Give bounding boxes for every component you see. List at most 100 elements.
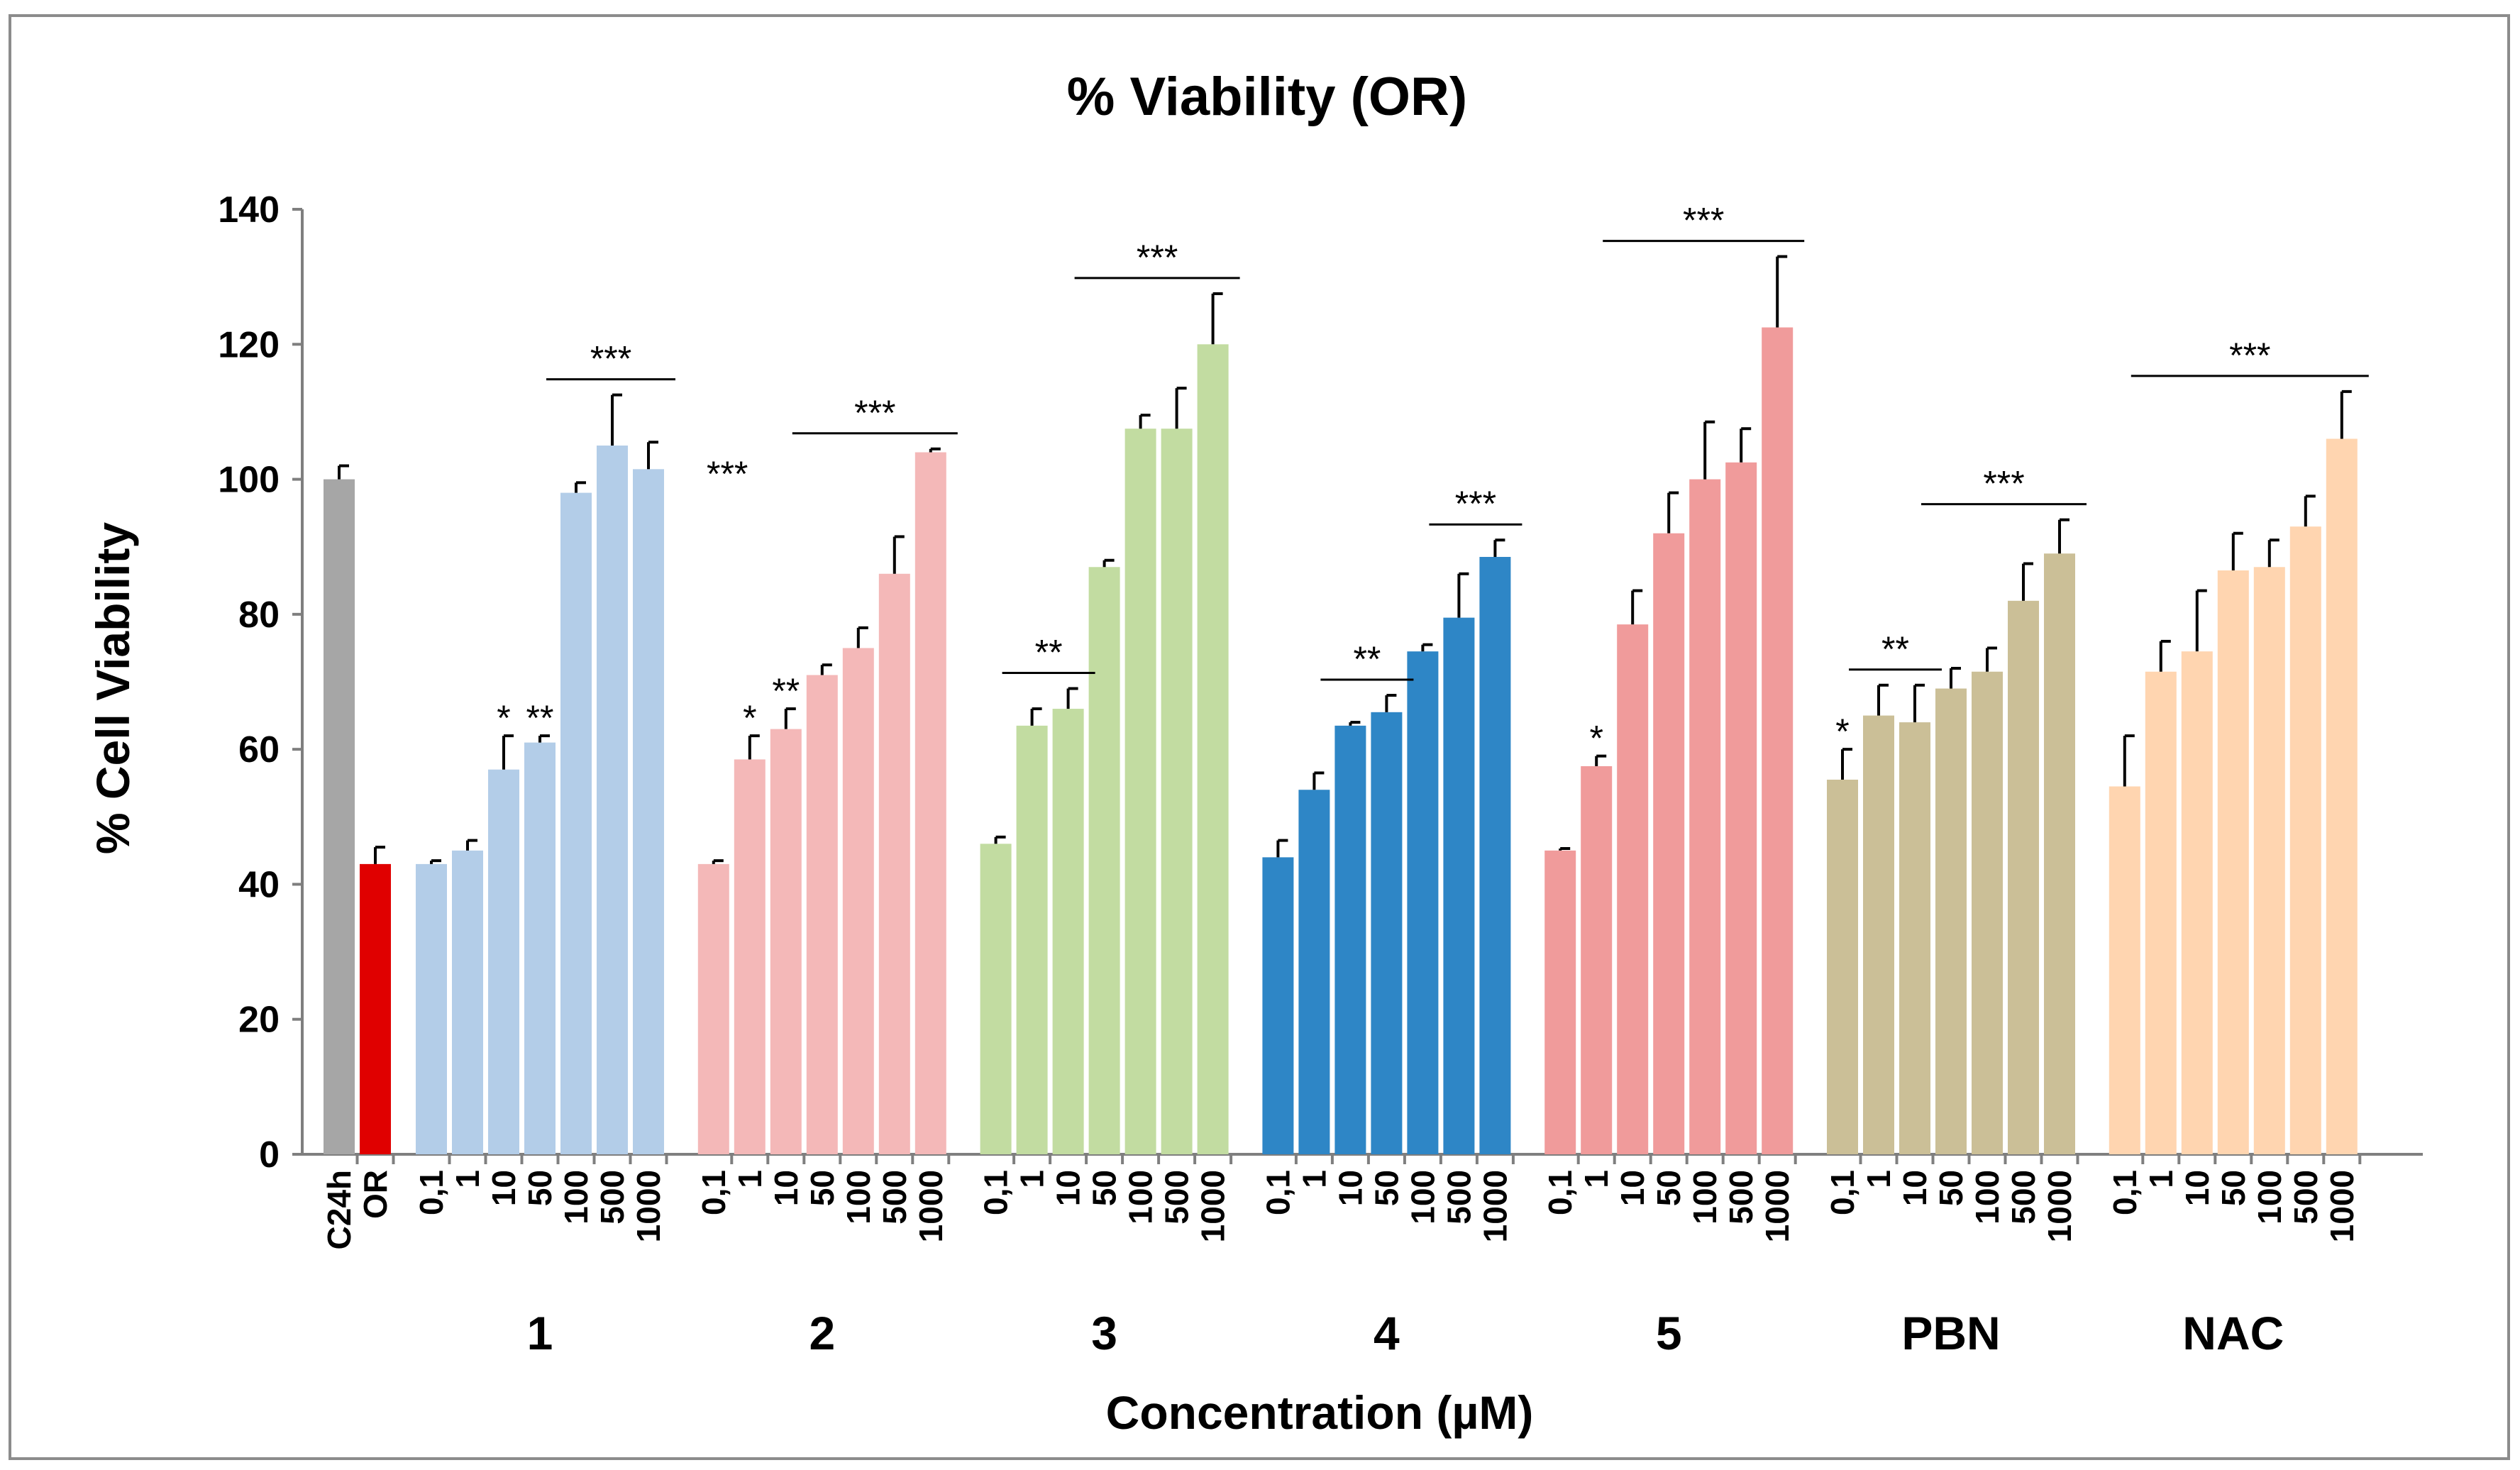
x-tick-label: 10 bbox=[1050, 1170, 1087, 1206]
group-label: 3 bbox=[1091, 1307, 1117, 1359]
x-tick-label: 500 bbox=[1723, 1170, 1759, 1225]
significance-label: ** bbox=[1353, 639, 1381, 679]
x-tick-label: C24h bbox=[321, 1170, 358, 1249]
bar bbox=[1827, 779, 1858, 1154]
x-tick-label: 0,1 bbox=[695, 1170, 732, 1215]
bar bbox=[1124, 429, 1156, 1154]
significance-annotations: * ************************************* bbox=[497, 201, 2369, 758]
significance-label: ** bbox=[772, 671, 800, 711]
bar bbox=[878, 573, 910, 1154]
x-tick-label: 100 bbox=[1969, 1170, 2006, 1225]
bar bbox=[1443, 617, 1475, 1154]
x-tick-label: 100 bbox=[1404, 1170, 1441, 1225]
group-label: PBN bbox=[1901, 1307, 2000, 1359]
group-label: 5 bbox=[1656, 1307, 1682, 1359]
bar bbox=[1617, 624, 1649, 1154]
bar bbox=[2109, 786, 2140, 1154]
significance-label: *** bbox=[2229, 336, 2270, 375]
x-tick-label: 50 bbox=[1086, 1170, 1123, 1206]
bar bbox=[597, 446, 628, 1154]
y-tick-label: 60 bbox=[238, 729, 280, 770]
bar bbox=[2253, 567, 2285, 1154]
x-tick-label: 500 bbox=[876, 1170, 913, 1225]
significance-label: ** bbox=[1881, 629, 1909, 669]
bar bbox=[360, 863, 391, 1154]
x-tick-label: 10 bbox=[485, 1170, 522, 1206]
bar bbox=[734, 759, 766, 1154]
x-tick-label: 50 bbox=[1933, 1170, 1969, 1206]
bar bbox=[1725, 462, 1757, 1154]
bar bbox=[1161, 429, 1193, 1154]
x-tick-label: 10 bbox=[768, 1170, 805, 1206]
bar bbox=[524, 742, 556, 1154]
x-tick-label: 1000 bbox=[2323, 1170, 2360, 1242]
bar bbox=[1762, 327, 1794, 1154]
bar bbox=[1334, 725, 1366, 1154]
significance-label: *** bbox=[590, 339, 631, 379]
x-axis: C24h OR 0,1 1 10 50 100 500 1000 0,1 1 10 50 100 500 10… bbox=[302, 1153, 2423, 1359]
x-tick-label: 0,1 bbox=[1542, 1170, 1579, 1215]
x-tick-label: 50 bbox=[521, 1170, 558, 1206]
significance-label: ** bbox=[1035, 633, 1063, 673]
bar bbox=[1298, 790, 1330, 1154]
significance-label: *** bbox=[707, 454, 748, 494]
x-tick-label: 100 bbox=[1122, 1170, 1159, 1225]
bar bbox=[1371, 712, 1403, 1154]
significance-label: * bbox=[1835, 712, 1849, 751]
significance-label: *** bbox=[1455, 484, 1496, 524]
x-tick-label: 0,1 bbox=[978, 1170, 1015, 1215]
group-label: 2 bbox=[809, 1307, 835, 1359]
bar bbox=[560, 492, 592, 1154]
y-tick-label: 120 bbox=[218, 324, 280, 365]
bar bbox=[1052, 709, 1084, 1154]
bar bbox=[2008, 600, 2039, 1154]
group-label: 4 bbox=[1374, 1307, 1400, 1359]
group-label: 1 bbox=[527, 1307, 553, 1359]
x-tick-label: 1 bbox=[1578, 1170, 1615, 1188]
significance-label: *** bbox=[1137, 238, 1178, 277]
y-tick-label: 0 bbox=[259, 1134, 280, 1176]
x-tick-label: 1000 bbox=[912, 1170, 949, 1242]
x-tick-label: 100 bbox=[1686, 1170, 1723, 1225]
y-axis-label: % Cell Viability bbox=[87, 522, 139, 855]
bar bbox=[1935, 688, 1967, 1154]
x-tick-label: 100 bbox=[558, 1170, 595, 1225]
x-tick-label: 1 bbox=[1014, 1170, 1051, 1188]
x-tick-label: 50 bbox=[1368, 1170, 1405, 1206]
y-tick-label: 80 bbox=[238, 595, 280, 636]
significance-label: *** bbox=[1683, 201, 1724, 241]
x-tick-label: 50 bbox=[2215, 1170, 2252, 1206]
x-tick-label: 1 bbox=[1295, 1170, 1332, 1188]
bar bbox=[2181, 651, 2213, 1154]
bar bbox=[2044, 553, 2075, 1154]
bar bbox=[452, 850, 483, 1154]
significance-label: * bbox=[743, 698, 756, 738]
bar bbox=[1689, 479, 1721, 1154]
bar bbox=[2217, 570, 2249, 1154]
x-tick-label: 500 bbox=[594, 1170, 631, 1225]
x-tick-label: OR bbox=[357, 1170, 394, 1219]
x-tick-label: 500 bbox=[1440, 1170, 1477, 1225]
significance-label: *** bbox=[1983, 464, 2024, 504]
bar bbox=[1581, 766, 1613, 1154]
x-tick-label: 1000 bbox=[1759, 1170, 1796, 1242]
x-tick-label: 100 bbox=[2251, 1170, 2288, 1225]
bar bbox=[1262, 857, 1294, 1154]
bars bbox=[324, 255, 2358, 1155]
x-tick-label: 0,1 bbox=[1259, 1170, 1296, 1215]
bar bbox=[416, 863, 447, 1154]
bar bbox=[1479, 556, 1511, 1154]
significance-label: * bbox=[497, 698, 510, 738]
bar bbox=[1972, 671, 2003, 1154]
significance-label: *** bbox=[854, 393, 895, 433]
bar bbox=[1899, 722, 1930, 1154]
x-tick-label: 50 bbox=[1650, 1170, 1687, 1206]
bar bbox=[842, 648, 874, 1154]
bar bbox=[2145, 671, 2177, 1154]
x-tick-label: 1 bbox=[731, 1170, 768, 1188]
y-axis: 0 20 40 60 80 100 120 140 bbox=[218, 189, 304, 1176]
chart-title: % Viability (OR) bbox=[1067, 67, 1467, 127]
x-tick-label: 10 bbox=[1896, 1170, 1933, 1206]
chart-frame bbox=[9, 14, 2510, 1460]
